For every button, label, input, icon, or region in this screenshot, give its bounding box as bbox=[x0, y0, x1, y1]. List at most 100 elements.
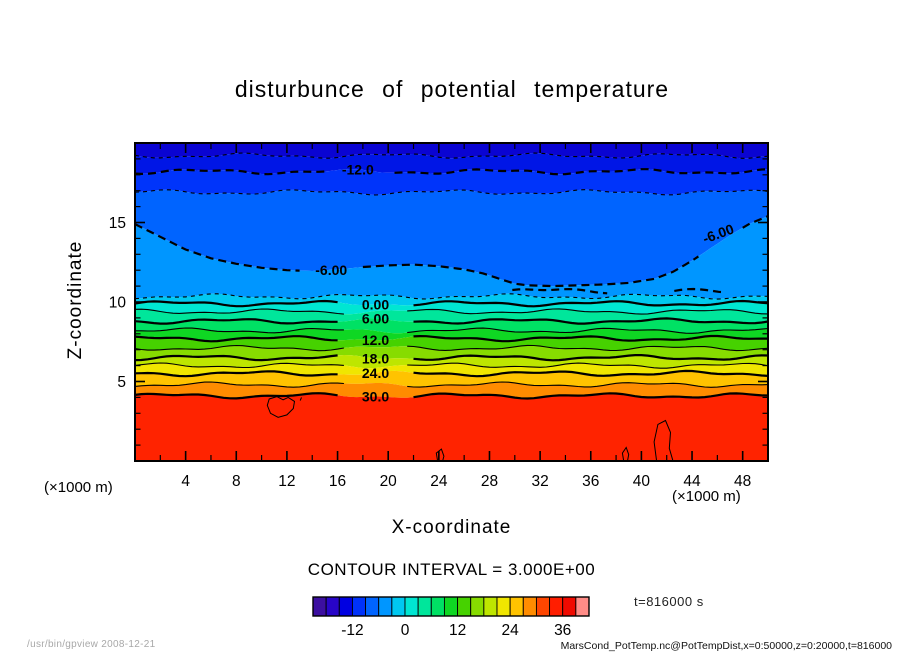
plot-frame bbox=[134, 142, 769, 462]
contour-line-12 bbox=[413, 334, 768, 343]
band-fill bbox=[135, 336, 768, 351]
contour-line-0 bbox=[413, 299, 768, 308]
y-tick-label: 10 bbox=[109, 295, 127, 312]
contour-line--6 bbox=[362, 255, 700, 288]
colorbar-segment bbox=[430, 596, 445, 617]
colorbar-border bbox=[312, 596, 590, 617]
colorbar-segment bbox=[365, 596, 380, 617]
colorbar-segment bbox=[351, 596, 367, 617]
band-fill bbox=[135, 153, 768, 175]
band-fill bbox=[135, 143, 768, 159]
colorbar-segment bbox=[483, 596, 498, 617]
closed-contour-blob bbox=[621, 446, 630, 461]
contour-line--9 bbox=[135, 189, 768, 196]
colorbar-segment bbox=[378, 596, 393, 617]
x-tick-label: 44 bbox=[683, 473, 701, 490]
colorbar-segment bbox=[575, 596, 590, 617]
colorbar-tick-label: 24 bbox=[501, 622, 519, 639]
contour-line--6 bbox=[135, 223, 300, 272]
x-tick-label: 16 bbox=[329, 473, 346, 490]
y-axis-title: Z-coordinate bbox=[65, 240, 86, 360]
x-tick-label: 40 bbox=[633, 473, 651, 490]
contour-label: 12.0 bbox=[362, 332, 389, 348]
contour-line-24 bbox=[413, 369, 768, 378]
closed-contour-blob bbox=[435, 448, 445, 461]
contour-line--6 bbox=[742, 215, 768, 229]
colorbar: -12 0 12 24 36 bbox=[312, 596, 590, 639]
contour-line-21 bbox=[407, 362, 768, 369]
contour-line-21 bbox=[135, 362, 344, 369]
closed-contour-blob bbox=[266, 396, 296, 418]
contour-line--3 bbox=[135, 293, 768, 300]
band-fill bbox=[135, 216, 768, 300]
contour-line-6 bbox=[135, 318, 338, 325]
band-fill bbox=[135, 363, 768, 377]
contour-line-9 bbox=[135, 327, 344, 334]
contour-label: 24.0 bbox=[362, 365, 389, 381]
contour-label: -6.00 bbox=[315, 262, 347, 278]
colorbar-segment bbox=[522, 596, 537, 617]
contour-line-15 bbox=[135, 344, 344, 352]
contour-label: 0.00 bbox=[362, 297, 389, 313]
time-label: t=816000 s bbox=[634, 594, 704, 609]
contour-line-18 bbox=[413, 354, 768, 362]
band-fills bbox=[135, 143, 768, 461]
contour-line-0 bbox=[135, 299, 338, 308]
colorbar-tick-label: 36 bbox=[554, 622, 571, 639]
x-tick-label: 36 bbox=[582, 473, 599, 490]
band-fill bbox=[135, 169, 768, 195]
contour-line-12 bbox=[135, 335, 338, 343]
colorbar-segment bbox=[509, 596, 524, 617]
colorbar-segment bbox=[535, 596, 551, 617]
contour-label: 18.0 bbox=[362, 350, 389, 366]
colorbar-segment bbox=[312, 596, 327, 617]
contour-label: 30.0 bbox=[362, 389, 389, 405]
y-axis-unit: (×1000 m) bbox=[44, 479, 113, 496]
contour-line--12 bbox=[135, 168, 325, 176]
x-tick-label: 32 bbox=[531, 473, 548, 490]
contour-line--15 bbox=[135, 152, 768, 159]
colorbar-segment bbox=[338, 596, 353, 617]
closed-contour-blob bbox=[653, 419, 674, 461]
y-tick-label: 5 bbox=[117, 374, 126, 391]
footer-file-text: MarsCond_PotTemp.nc@PotTempDist,x=0:5000… bbox=[560, 640, 892, 652]
colorbar-segment bbox=[457, 596, 472, 617]
contour-label: -12.0 bbox=[342, 161, 374, 177]
contour-interval-label: CONTOUR INTERVAL = 3.000E+00 bbox=[307, 560, 596, 579]
colorbar-tick-label: -12 bbox=[341, 622, 363, 639]
x-tick-label: 48 bbox=[734, 473, 751, 490]
plot-title: disturbunce of potential temperature bbox=[234, 76, 670, 102]
colorbar-segment bbox=[417, 596, 432, 617]
closed-contour-blob bbox=[299, 397, 302, 401]
contour-line-6 bbox=[413, 317, 768, 325]
footer-command-text: /usr/bin/gpview 2008-12-21 bbox=[27, 639, 156, 650]
x-tick-label: 8 bbox=[232, 473, 241, 490]
band-fill bbox=[135, 308, 768, 324]
band-fill bbox=[135, 189, 768, 287]
colorbar-segment bbox=[562, 596, 577, 617]
colorbar-segment bbox=[404, 596, 419, 617]
colorbar-segment bbox=[391, 596, 406, 617]
colorbar-segment bbox=[496, 596, 511, 617]
contour-lines bbox=[135, 152, 768, 461]
contour-line--12 bbox=[394, 168, 768, 176]
colorbar-segment bbox=[470, 596, 485, 617]
contour-line-30 bbox=[413, 392, 768, 400]
x-axis-unit: (×1000 m) bbox=[672, 488, 741, 505]
x-tick-label: 28 bbox=[481, 473, 498, 490]
x-tick-label: 24 bbox=[430, 473, 448, 490]
contour-line-3 bbox=[407, 308, 768, 315]
contour-line-3 bbox=[135, 308, 344, 315]
contour-label: 6.00 bbox=[362, 310, 389, 326]
band-fill bbox=[135, 382, 768, 399]
contour-line-24 bbox=[135, 370, 338, 378]
contour-plot-canvas: -12.0-6.00-6.000.006.0012.018.024.030.04… bbox=[109, 142, 769, 490]
contour-line-15 bbox=[407, 344, 768, 352]
contour-line-18 bbox=[135, 354, 338, 362]
colorbar-tick-label: 12 bbox=[449, 622, 466, 639]
contour-line-9 bbox=[407, 327, 768, 334]
contour-line-27 bbox=[135, 381, 344, 388]
contour-line-30 bbox=[135, 392, 338, 400]
